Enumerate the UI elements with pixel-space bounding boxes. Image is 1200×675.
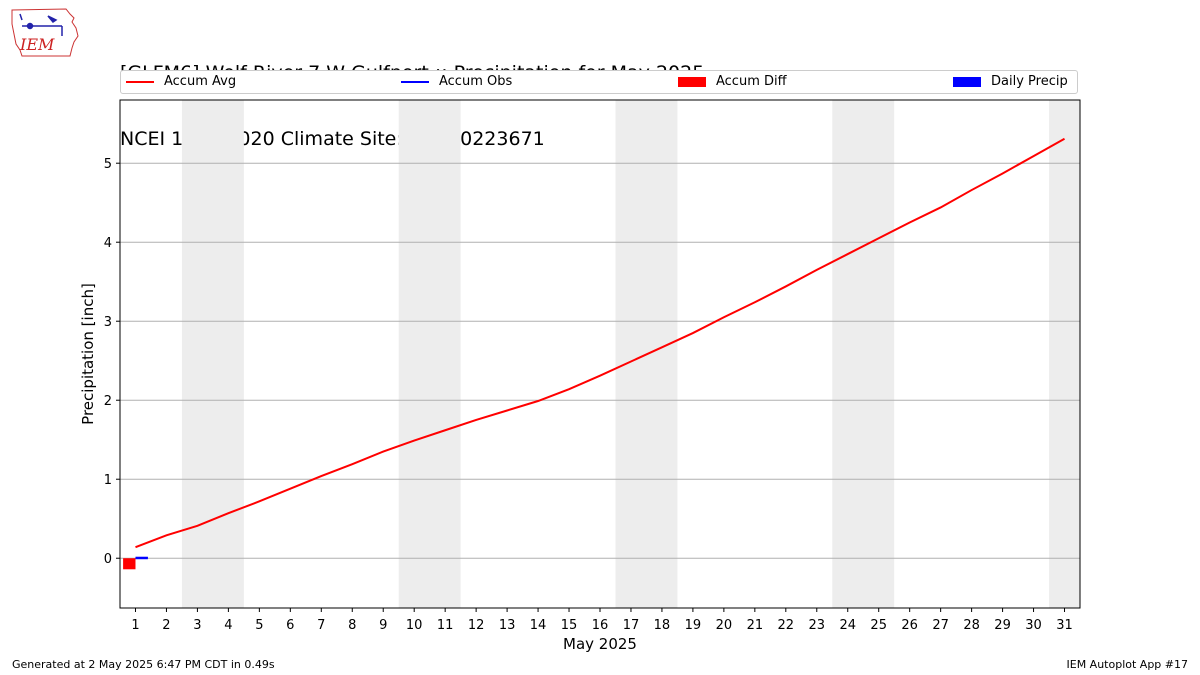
x-tick-label: 29 xyxy=(994,618,1011,633)
x-tick-label: 16 xyxy=(592,618,609,633)
x-tick-label: 28 xyxy=(963,618,980,633)
x-tick-label: 17 xyxy=(623,618,640,633)
x-tick-label: 31 xyxy=(1056,618,1073,633)
legend-label: Daily Precip xyxy=(991,74,1068,89)
y-tick-label: 0 xyxy=(104,552,112,567)
legend-swatch xyxy=(401,81,429,83)
legend-item-accum-avg: Accum Avg xyxy=(126,74,236,90)
x-tick-label: 8 xyxy=(348,618,356,633)
weather-station-icon xyxy=(19,13,63,36)
x-tick-label: 30 xyxy=(1025,618,1042,633)
y-tick-label: 4 xyxy=(104,236,112,251)
y-axis-label: Precipitation [inch] xyxy=(79,283,97,425)
x-tick-label: 15 xyxy=(561,618,578,633)
legend-label: Accum Diff xyxy=(716,74,787,89)
x-tick-label: 26 xyxy=(901,618,918,633)
legend-item-accum-diff: Accum Diff xyxy=(678,74,787,90)
x-tick-label: 25 xyxy=(870,618,887,633)
weekend-band xyxy=(181,100,244,608)
x-tick-label: 20 xyxy=(716,618,733,633)
legend-item-daily-precip: Daily Precip xyxy=(953,74,1068,90)
x-axis-label: May 2025 xyxy=(563,635,637,653)
legend-swatch xyxy=(953,77,981,87)
plot-frame xyxy=(119,99,1081,609)
x-tick-label: 5 xyxy=(255,618,263,633)
iowa-outline-icon xyxy=(11,8,79,57)
x-tick-label: 19 xyxy=(685,618,702,633)
legend-label: Accum Obs xyxy=(439,74,513,89)
logo-text: IEM xyxy=(19,35,55,54)
y-tick-label: 1 xyxy=(104,473,112,488)
x-tick-label: 3 xyxy=(193,618,201,633)
x-axis-ticks: 1 2 3 4 5 6 7 8 9 10 11 12 13 14 15 16 17 18 19 20 21 22 23 24 2… xyxy=(131,608,1073,633)
x-tick-label: 21 xyxy=(747,618,764,633)
x-tick-label: 11 xyxy=(437,618,454,633)
legend-swatch xyxy=(678,77,706,87)
footer-app-id: IEM Autoplot App #17 xyxy=(1066,658,1189,671)
y-gridlines xyxy=(120,162,1080,559)
y-tick-label: 2 xyxy=(104,394,112,409)
x-tick-label: 1 xyxy=(131,618,139,633)
x-tick-label: 24 xyxy=(839,618,856,633)
bar-accum-diff xyxy=(123,558,136,570)
x-tick-label: 4 xyxy=(224,618,232,633)
x-tick-label: 2 xyxy=(162,618,170,633)
x-tick-label: 13 xyxy=(499,618,516,633)
x-tick-label: 27 xyxy=(932,618,949,633)
iem-logo: IEM xyxy=(11,8,79,57)
x-tick-label: 6 xyxy=(286,618,294,633)
weekend-shading xyxy=(181,100,1080,608)
weekend-band xyxy=(832,100,895,608)
x-tick-label: 22 xyxy=(778,618,795,633)
x-tick-label: 18 xyxy=(654,618,671,633)
x-tick-label: 7 xyxy=(317,618,325,633)
lines-layer xyxy=(135,137,1066,560)
weekend-band xyxy=(1049,100,1080,608)
y-tick-label: 5 xyxy=(104,157,112,172)
y-axis-ticks: 0 1 2 3 4 5 xyxy=(104,157,120,567)
legend-item-accum-obs: Accum Obs xyxy=(401,74,512,90)
x-tick-label: 12 xyxy=(468,618,485,633)
x-tick-label: 14 xyxy=(530,618,547,633)
y-tick-label: 3 xyxy=(104,315,112,330)
legend-swatch xyxy=(126,81,154,83)
x-tick-label: 23 xyxy=(809,618,826,633)
series-line-accum-avg xyxy=(135,137,1066,549)
x-tick-label: 10 xyxy=(406,618,423,633)
footer-generated: Generated at 2 May 2025 6:47 PM CDT in 0… xyxy=(12,658,275,671)
chart-legend: Accum Avg Accum Obs Accum Diff Daily Pre… xyxy=(120,70,1078,94)
legend-label: Accum Avg xyxy=(164,74,237,89)
weekend-band xyxy=(398,100,461,608)
x-tick-label: 9 xyxy=(379,618,387,633)
